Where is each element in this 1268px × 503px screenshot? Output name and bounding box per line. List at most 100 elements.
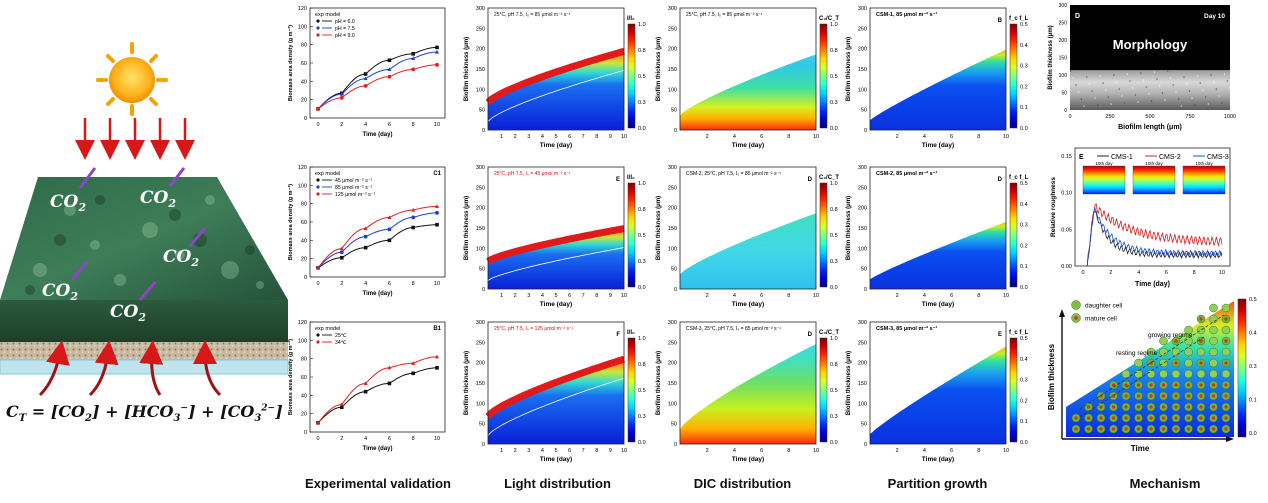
cell-nucleus: [1174, 427, 1178, 431]
cell-nucleus: [1199, 383, 1203, 387]
cell-nucleus: [1124, 427, 1128, 431]
cell-nucleus: [1224, 361, 1228, 365]
surface-band: [485, 355, 625, 419]
legend-marker: [316, 33, 320, 37]
svg-text:CO2: CO2: [42, 281, 78, 303]
colorbar-tick: 0.3: [1020, 64, 1028, 70]
tick-label: 60: [301, 61, 307, 67]
growing-regime-line: [1079, 314, 1225, 410]
texture-speck: [1196, 75, 1199, 78]
texture-speck: [1142, 79, 1145, 82]
texture-speck: [1083, 105, 1085, 108]
tick-label: 8: [787, 293, 790, 299]
daughter-cell: [1196, 325, 1206, 335]
daughter-cell: [1209, 325, 1218, 335]
daughter-cell: [1146, 347, 1156, 357]
texture-speck: [1159, 85, 1161, 88]
tick-label: 0.00: [1061, 264, 1072, 270]
tick-label: 7: [582, 448, 585, 454]
axis-label-x: Time (day): [732, 142, 764, 149]
cell-nucleus: [1149, 394, 1153, 398]
tick-label: 50: [671, 267, 677, 273]
texture-speck: [1132, 87, 1134, 90]
legend-marker: [316, 185, 320, 189]
legend-marker: [316, 178, 320, 182]
tick-label: 50: [861, 422, 867, 428]
tick-label: 7: [582, 293, 585, 299]
biofilm-section: [1070, 70, 1230, 110]
light-arrows: [75, 118, 195, 160]
svg-text:CO2: CO2: [50, 192, 86, 214]
inset-heatmap: [1132, 165, 1176, 195]
axis-label-x: Time (day): [732, 456, 764, 463]
mechanism-field: [1066, 301, 1234, 437]
tick-label: 0: [304, 430, 307, 436]
roughness-inset: 10th day: [1082, 161, 1126, 195]
tick-label: 4: [541, 448, 544, 454]
mechanism-diagram: growing regime resting regime daughter cel…: [1047, 297, 1257, 453]
tick-label: 8: [412, 122, 415, 128]
data-point: [363, 76, 368, 81]
daughter-cell: [1159, 369, 1168, 379]
tick-label: 6: [950, 448, 953, 454]
cell-nucleus: [1136, 383, 1141, 387]
axis-label-x: Time (day): [922, 301, 954, 308]
colorbar-tick: 0.2: [1020, 84, 1028, 90]
texture-speck: [1215, 88, 1217, 91]
tick-label: 2: [706, 293, 709, 299]
tick-label: 0: [482, 442, 485, 448]
plot-frame: [869, 321, 1007, 445]
partition-heatmap: CSM-2, 85 μmol m⁻² s⁻¹ D Time (day) Biofilm…: [846, 165, 1029, 308]
colorbar-tick: 0.5: [830, 233, 838, 239]
colorbar-gradient: [1009, 23, 1018, 129]
series-line: [317, 205, 438, 269]
texture-speck: [1137, 101, 1139, 104]
tick-label: 0: [864, 442, 867, 448]
tick-label: 0: [1068, 114, 1071, 120]
colorbar-tick: 0.5: [830, 74, 838, 80]
axis-label-y: Biofilm thickness (μm): [464, 37, 470, 101]
light-heatmap: 25°C, pH 7.5, I₀ = 45 μmol m⁻² s⁻¹ E Time …: [464, 165, 646, 308]
colorbar-tick: 0.8: [638, 48, 646, 54]
dic-heatmap: CSM-3, 25°C, pH 7.5, I₀ = 85 μmol m⁻² s⁻…: [656, 320, 839, 463]
texture-speck: [1164, 99, 1166, 102]
tick-label: 200: [858, 47, 867, 53]
cell-nucleus: [1199, 405, 1203, 409]
validation-chart: 0 20 40 60 80 100 120 0 2 4 6 8 10 Time (day) Biomass …: [287, 320, 446, 452]
axis-label-y: Biofilm thickness (μm): [464, 351, 470, 415]
tick-label: 200: [858, 206, 867, 212]
colorbar: I/I₀1.0 0.8 0.5 0.3 0.0: [627, 330, 646, 446]
tick-label: 50: [479, 267, 485, 273]
axis-label-y: Biomass area density (g m⁻²): [287, 25, 294, 101]
legend-marker: [316, 192, 320, 196]
colorbar-tick: 0.0: [1020, 440, 1028, 446]
axis-label-x: Time (day): [363, 446, 393, 452]
tick-label: 100: [1059, 73, 1068, 79]
plot-frame: [487, 7, 625, 131]
cell-nucleus: [1174, 383, 1178, 387]
tick-label: 200: [668, 47, 677, 53]
tick-label: 5: [554, 448, 557, 454]
tick-label: 4: [733, 448, 736, 454]
inset-heatmap: [1182, 165, 1226, 195]
tick-label: 10: [621, 448, 627, 454]
texture-speck: [1194, 104, 1196, 107]
colorbar-label: I/I₀: [627, 16, 635, 22]
series-line: [317, 224, 437, 269]
colorbar-tick: 0.0: [830, 285, 838, 291]
tick-label: 120: [298, 320, 307, 326]
tick-label: 0: [1081, 270, 1084, 276]
inset-heatmap: [1082, 165, 1126, 195]
contour-line: [487, 247, 625, 281]
tick-label: 6: [760, 293, 763, 299]
colorbar-tick: 1.0: [638, 22, 646, 28]
inset-label: 10th day: [1195, 161, 1213, 166]
tick-label: 250: [476, 26, 485, 32]
tick-label: 20: [301, 98, 307, 104]
cell-nucleus: [1111, 416, 1116, 420]
axis-label-x: Time (day): [540, 142, 572, 149]
legend-label: mature cell: [1085, 316, 1117, 323]
data-point: [363, 381, 368, 386]
tick-label: 6: [950, 134, 953, 140]
tick-label: 6: [388, 436, 391, 442]
